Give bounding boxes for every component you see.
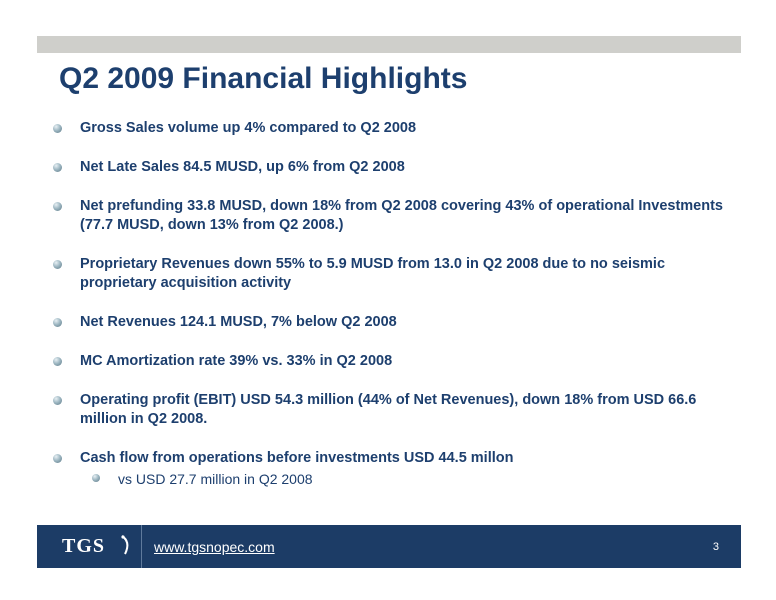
bullet-dot-icon [53, 202, 62, 211]
bullet-text: Cash flow from operations before investm… [80, 450, 514, 466]
bullet-item: Gross Sales volume up 4% compared to Q2 … [50, 119, 730, 138]
bullet-item: MC Amortization rate 39% vs. 33% in Q2 2… [50, 352, 730, 371]
bullet-dot-icon [53, 396, 62, 405]
bullet-dot-icon [53, 260, 62, 269]
footer-bar: TGS www.tgsnopec.com 3 [37, 525, 741, 568]
bullet-item: Net Late Sales 84.5 MUSD, up 6% from Q2 … [50, 158, 730, 177]
sub-bullet-item: vs USD 27.7 million in Q2 2008 [50, 470, 730, 488]
bullet-item: Operating profit (EBIT) USD 54.3 million… [50, 391, 730, 429]
slide-title: Q2 2009 Financial Highlights [59, 62, 468, 95]
header-band [37, 36, 741, 53]
bullet-text: Operating profit (EBIT) USD 54.3 million… [80, 392, 697, 427]
website-link[interactable]: www.tgsnopec.com [154, 539, 275, 555]
bullet-text: Net prefunding 33.8 MUSD, down 18% from … [80, 198, 723, 233]
bullet-dot-icon [53, 454, 62, 463]
bullet-item: Proprietary Revenues down 55% to 5.9 MUS… [50, 255, 730, 293]
bullet-dot-icon [53, 357, 62, 366]
bullet-item: Cash flow from operations before investm… [50, 449, 730, 468]
bullet-dot-icon [53, 318, 62, 327]
tgs-logo: TGS [62, 535, 106, 557]
page-number: 3 [712, 541, 719, 553]
bullet-text: Net Revenues 124.1 MUSD, 7% below Q2 200… [80, 314, 397, 330]
bullet-text: Gross Sales volume up 4% compared to Q2 … [80, 120, 417, 136]
sub-bullet-text: vs USD 27.7 million in Q2 2008 [118, 471, 313, 487]
bullet-item: Net prefunding 33.8 MUSD, down 18% from … [50, 197, 730, 235]
bullet-dot-icon [53, 124, 62, 133]
bullet-text: Proprietary Revenues down 55% to 5.9 MUS… [80, 256, 666, 291]
bullet-text: MC Amortization rate 39% vs. 33% in Q2 2… [80, 353, 393, 369]
bullet-dot-icon [53, 163, 62, 172]
footer-divider [141, 525, 142, 568]
bullet-list: Gross Sales volume up 4% compared to Q2 … [50, 119, 730, 488]
bullet-text: Net Late Sales 84.5 MUSD, up 6% from Q2 … [80, 159, 405, 175]
logo-swoosh-icon [121, 535, 129, 555]
sub-bullet-dot-icon [92, 474, 100, 482]
bullet-item: Net Revenues 124.1 MUSD, 7% below Q2 200… [50, 313, 730, 332]
